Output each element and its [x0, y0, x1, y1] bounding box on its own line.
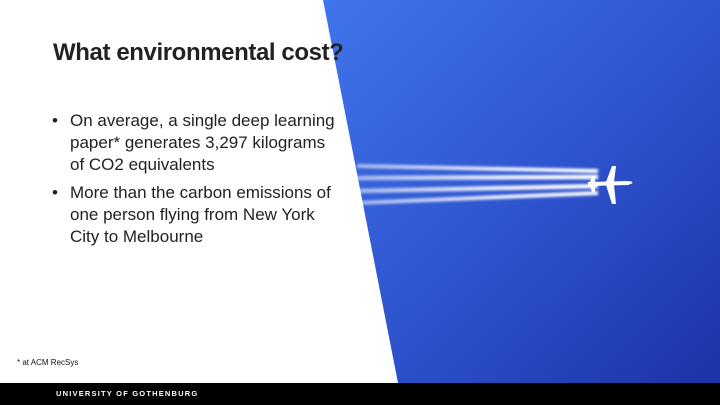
bullet-item: • On average, a single deep learning pap…	[52, 110, 342, 176]
contrails	[356, 164, 599, 205]
footer-bar: UNIVERSITY OF GOTHENBURG	[0, 383, 720, 405]
footnote: * at ACM RecSys	[17, 358, 79, 367]
bullet-list: • On average, a single deep learning pap…	[52, 110, 342, 254]
slide-title: What environmental cost?	[53, 39, 344, 66]
bullet-item: • More than the carbon emissions of one …	[52, 182, 342, 248]
bullet-text: More than the carbon emissions of one pe…	[70, 183, 331, 246]
airplane	[588, 166, 633, 204]
university-name: UNIVERSITY OF GOTHENBURG	[56, 389, 199, 398]
bullet-marker: •	[52, 111, 58, 130]
sky-panel	[323, 0, 720, 383]
bullet-marker: •	[52, 183, 58, 202]
bullet-text: On average, a single deep learning paper…	[70, 111, 335, 174]
airplane-contrail-photo	[323, 0, 720, 383]
